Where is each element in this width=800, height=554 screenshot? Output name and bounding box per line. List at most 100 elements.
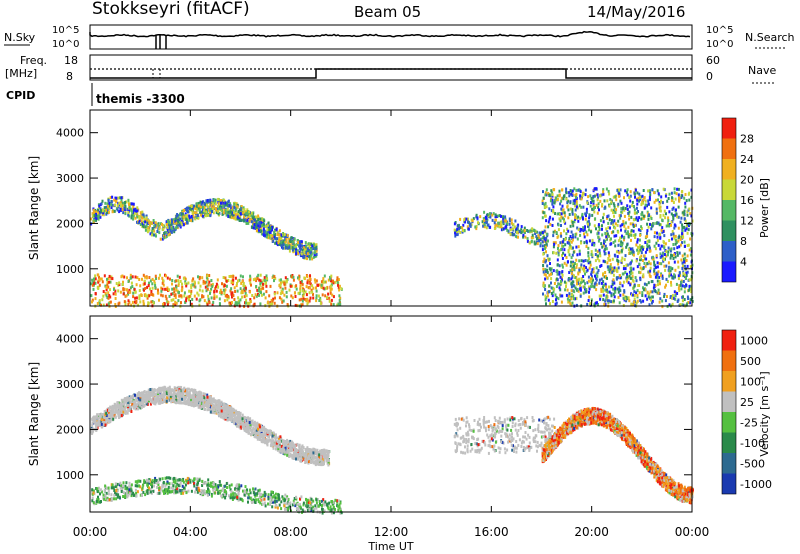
power-cell-2863 <box>633 297 636 301</box>
power-cell-640 <box>234 213 237 217</box>
power-cell-284 <box>158 231 161 235</box>
power-cell-3745 <box>636 198 639 202</box>
power-cell-3658 <box>653 244 656 248</box>
velocity-cell-721 <box>323 448 326 452</box>
power-cell-1683 <box>190 302 193 306</box>
power-cell-3616 <box>673 236 676 240</box>
power-cell-697 <box>207 208 210 212</box>
power-cell-1647 <box>233 286 236 290</box>
power-cell-3359 <box>620 201 623 205</box>
power-cell-3391 <box>680 258 683 262</box>
power-cell-1889 <box>289 284 292 288</box>
power-cell-1841 <box>183 294 186 298</box>
power-cell-2563 <box>597 205 600 209</box>
power-cell-1121 <box>175 214 178 218</box>
power-cell-1456 <box>169 277 171 281</box>
power-cell-3433 <box>686 254 689 258</box>
velocity-cell-783 <box>117 411 120 415</box>
power-cell-3264 <box>638 263 641 266</box>
power-cell-3676 <box>600 242 603 246</box>
power-cell-1782 <box>119 290 122 294</box>
power-cell-1706 <box>272 274 275 278</box>
power-cell-3503 <box>628 274 631 278</box>
power-cell-267 <box>161 222 163 226</box>
power-cell-1963 <box>254 293 257 297</box>
power-cell-3848 <box>603 239 605 243</box>
power-cell-2397 <box>684 193 687 196</box>
power-cell-2234 <box>494 224 497 228</box>
power-cell-1190 <box>255 220 258 224</box>
power-cell-1955 <box>260 291 262 295</box>
power-cell-2508 <box>555 296 558 299</box>
power-cell-1089 <box>194 217 197 221</box>
power-cell-2526 <box>642 247 644 251</box>
power-cell-1051 <box>204 208 207 212</box>
power-cell-3903 <box>583 266 586 270</box>
power-cell-3014 <box>656 279 659 283</box>
velocity-cell-705 <box>102 419 105 423</box>
power-cell-3535 <box>629 276 632 280</box>
power-cell-3580 <box>641 211 644 215</box>
velocity-cell-925 <box>172 398 175 402</box>
power-cell-2353 <box>555 285 558 288</box>
power-cell-112 <box>95 216 98 220</box>
velocity-cell-271 <box>235 409 238 413</box>
power-cell-793 <box>184 212 187 216</box>
power-cell-3150 <box>686 231 689 235</box>
power-cell-3621 <box>576 226 579 230</box>
power-cell-2665 <box>598 237 601 241</box>
velocity-cell-904 <box>163 394 165 398</box>
power-cell-3179 <box>598 294 601 298</box>
power-cell-1568 <box>249 276 252 280</box>
power-cell-2441 <box>624 267 627 271</box>
power-cell-485 <box>244 212 247 215</box>
power-cell-1585 <box>98 299 101 303</box>
power-cell-3865 <box>648 246 651 250</box>
power-cell-299 <box>114 203 116 207</box>
power-cell-1940 <box>244 286 247 290</box>
power-cell-2307 <box>607 258 610 262</box>
power-cell-2702 <box>617 239 620 243</box>
power-cell-1154 <box>284 246 287 250</box>
power-cell-2693 <box>591 243 594 247</box>
power-cell-1873 <box>245 294 248 298</box>
power-cell-3733 <box>588 290 590 294</box>
power-cell-2891 <box>556 212 559 216</box>
power-cell-1847 <box>317 283 319 287</box>
power-cell-3215 <box>612 202 615 206</box>
power-cell-1191 <box>227 210 230 214</box>
power-cell-1559 <box>146 296 149 300</box>
power-cell-2715 <box>682 264 685 268</box>
power-cell-3687 <box>575 245 578 249</box>
power-cell-3715 <box>677 277 680 281</box>
power-cell-3488 <box>655 265 657 269</box>
power-cell-2455 <box>572 260 575 264</box>
power-cell-2281 <box>592 267 595 271</box>
power-cell-2226 <box>513 233 516 237</box>
power-cell-1708 <box>161 287 164 291</box>
power-cell-3801 <box>661 226 664 230</box>
power-cell-1281 <box>222 276 225 279</box>
velocity-cell-133 <box>152 395 155 399</box>
power-cell-3664 <box>559 294 562 298</box>
power-cell-3239 <box>650 298 652 302</box>
power-cell-2264 <box>604 244 607 248</box>
power-cell-2820 <box>574 204 577 208</box>
power-cell-2678 <box>584 287 586 291</box>
power-cell-1211 <box>217 202 220 206</box>
power-cell-2997 <box>626 193 629 197</box>
power-cell-3331 <box>656 221 659 225</box>
power-cell-1551 <box>96 302 99 305</box>
power-cell-1521 <box>196 291 199 295</box>
power-cell-1620 <box>336 276 339 280</box>
power-cell-3017 <box>557 198 560 201</box>
power-cell-1229 <box>171 220 173 224</box>
power-cell-2348 <box>558 217 561 221</box>
velocity-cell-831 <box>204 392 207 396</box>
power-cell-1271 <box>171 292 174 296</box>
power-cell-921 <box>264 234 267 238</box>
power-cell-3381 <box>635 243 638 247</box>
power-cell-2208 <box>532 228 535 232</box>
power-cell-1582 <box>135 296 138 300</box>
power-cell-1592 <box>176 274 179 278</box>
